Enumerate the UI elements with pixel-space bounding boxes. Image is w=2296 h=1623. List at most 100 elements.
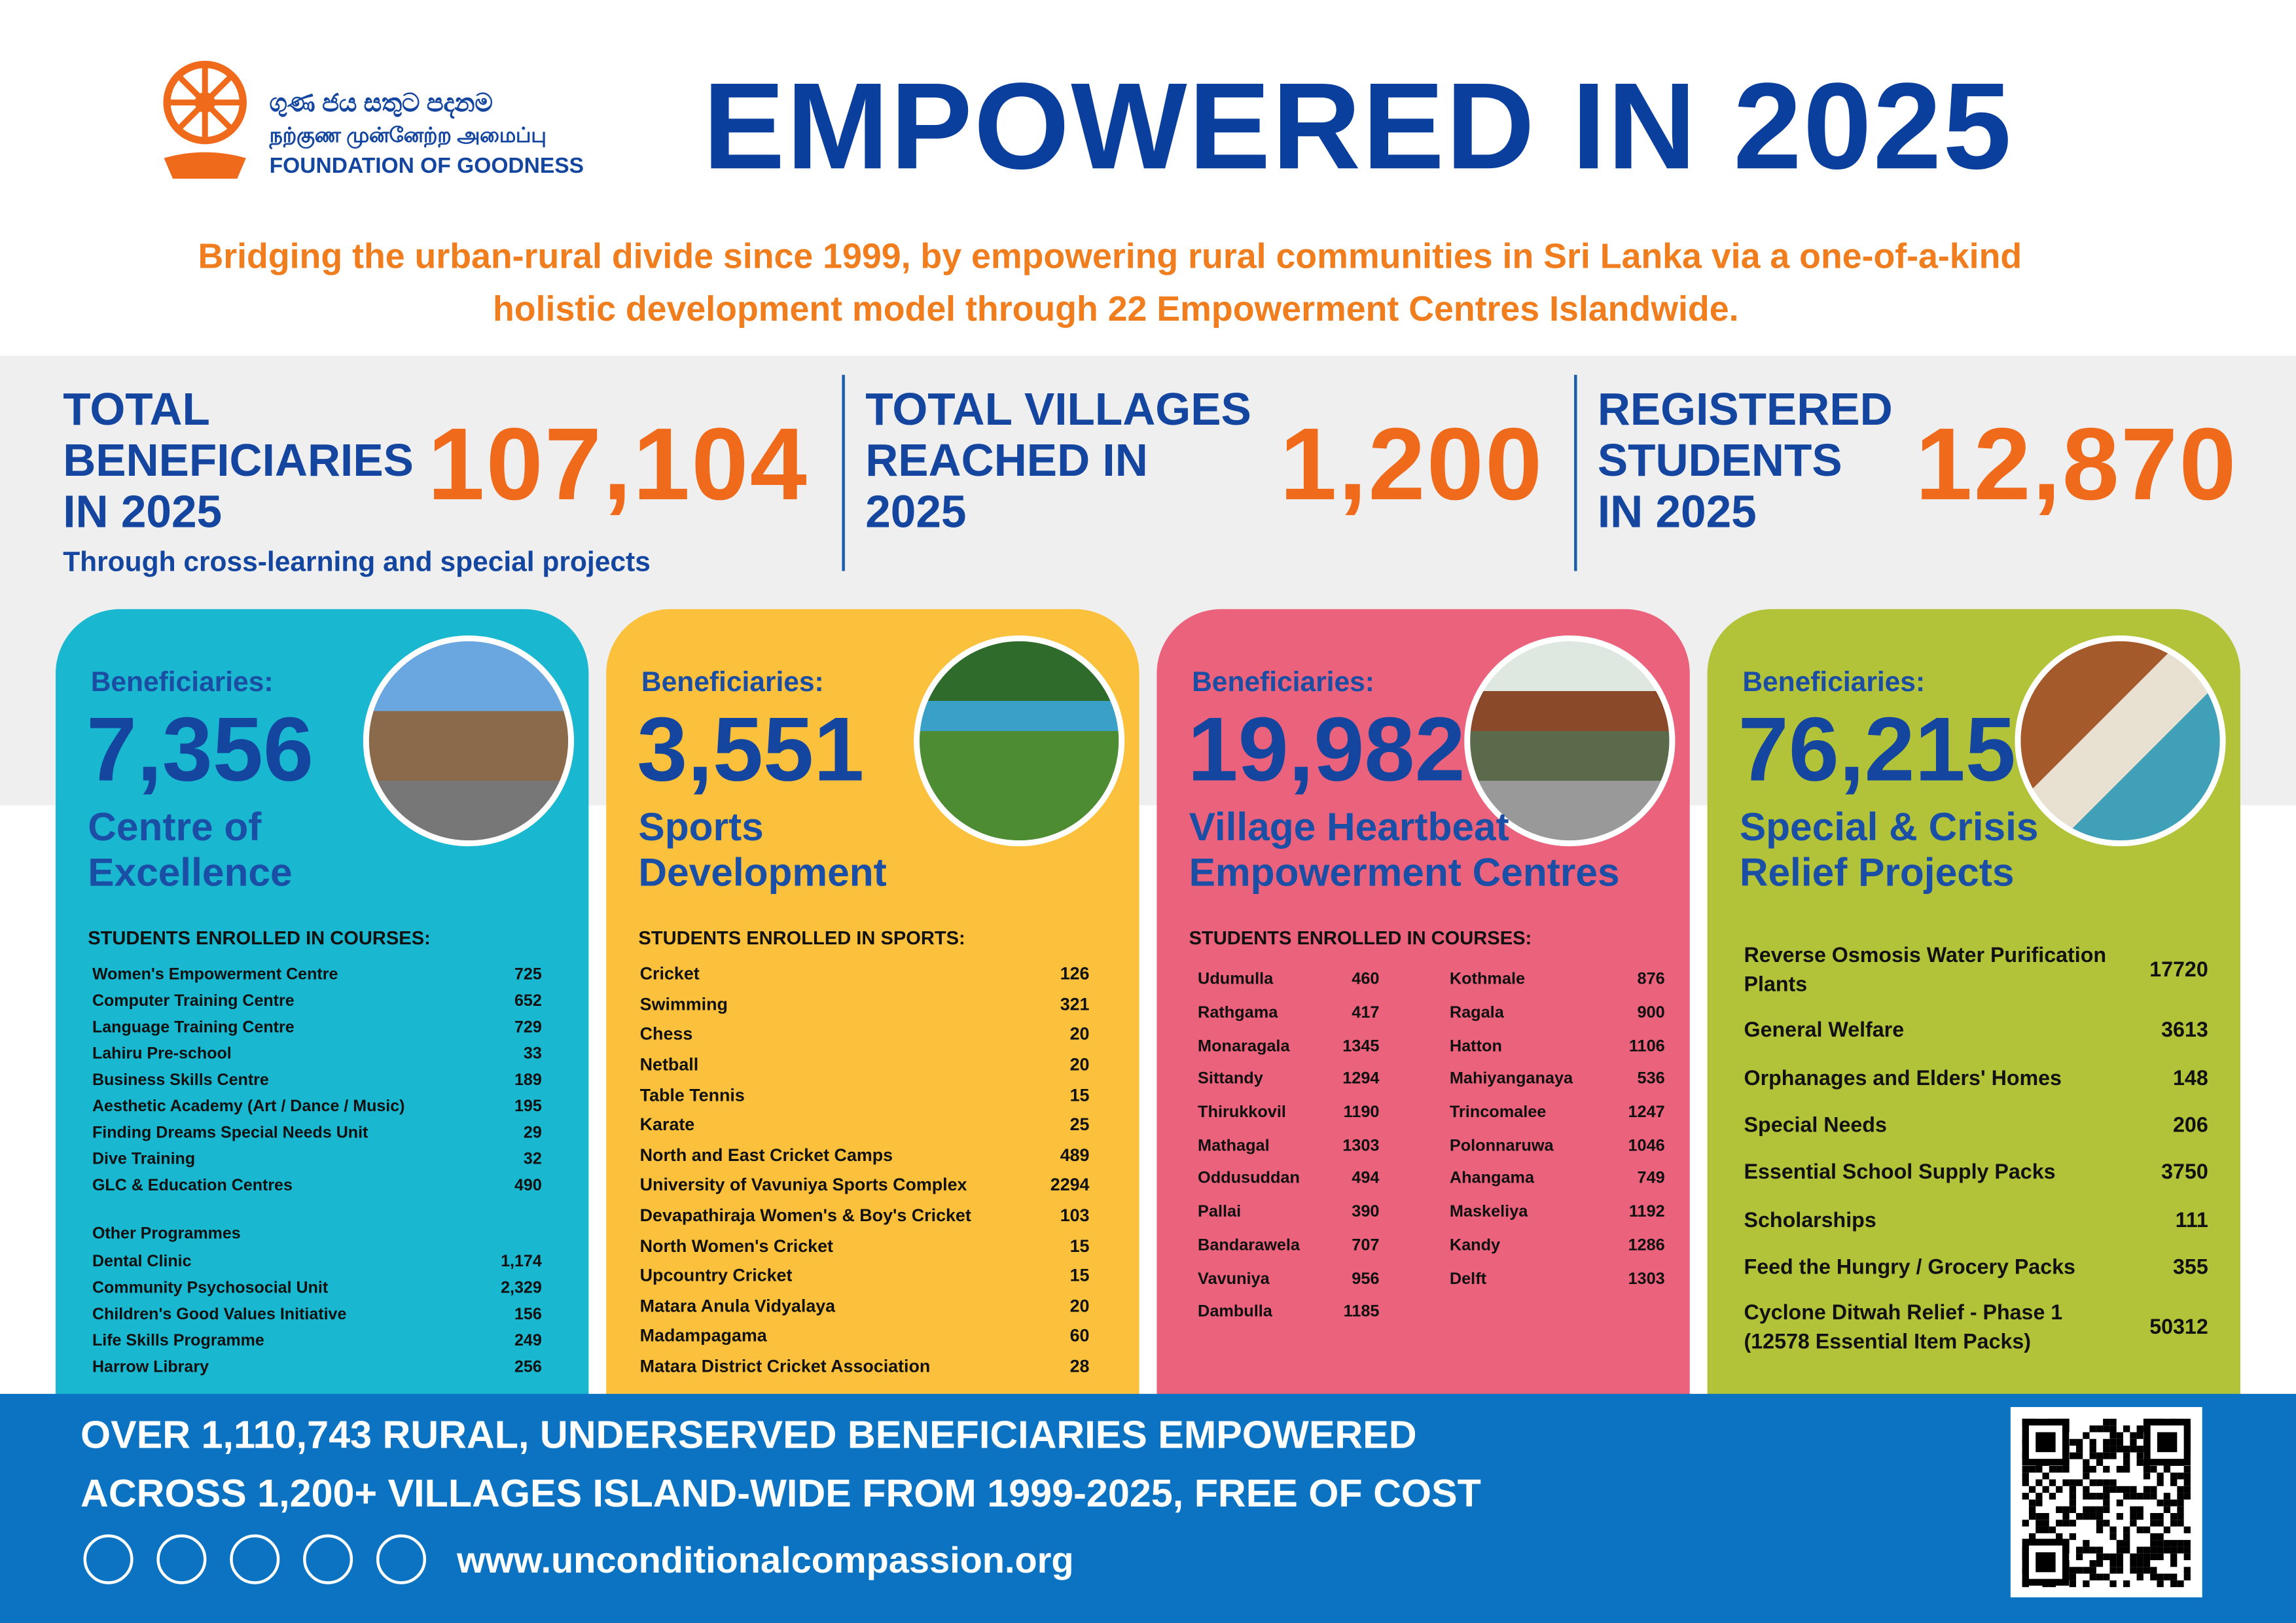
qr-module xyxy=(2170,1546,2178,1554)
list-row: Finding Dreams Special Needs Unit 29 xyxy=(92,1120,542,1146)
item-name: Maskeliya xyxy=(1449,1204,1528,1222)
qr-module xyxy=(2096,1425,2104,1433)
qr-module xyxy=(2136,1567,2144,1574)
list-row: Devapathiraja Women's & Boy's Cricket 103 xyxy=(640,1200,1090,1230)
item-name: Matara Anula Vidyalaya xyxy=(639,1295,836,1316)
list-row: Essential School Supply Packs 3750 xyxy=(1744,1150,2208,1197)
card-name: Empowerment Centres xyxy=(1189,850,1620,895)
item-value: 707 xyxy=(1352,1237,1380,1255)
item-name: Udumulla xyxy=(1198,971,1274,989)
qr-module xyxy=(2089,1425,2096,1433)
qr-module xyxy=(2130,1512,2137,1520)
list-row: Language Training Centre 729 xyxy=(92,1014,542,1041)
social-icon[interactable] xyxy=(83,1534,134,1584)
item-name: North Women's Cricket xyxy=(639,1235,833,1256)
qr-module xyxy=(2109,1553,2117,1561)
footer-line: ACROSS 1,200+ VILLAGES ISLAND-WIDE FROM … xyxy=(81,1471,1481,1516)
qr-module xyxy=(2157,1553,2164,1561)
qr-module xyxy=(2109,1533,2117,1541)
qr-module xyxy=(2089,1506,2096,1513)
social-icon[interactable] xyxy=(230,1534,280,1584)
item-value: 156 xyxy=(514,1306,542,1324)
qr-module xyxy=(2056,1506,2063,1513)
item-value: 206 xyxy=(2173,1114,2208,1138)
social-icon[interactable] xyxy=(156,1534,207,1584)
qr-module xyxy=(2062,1506,2070,1513)
item-value: 1,174 xyxy=(501,1253,542,1271)
item-name: Mathagal xyxy=(1198,1137,1270,1155)
item-name: Lahiru Pre-school xyxy=(92,1045,232,1063)
qr-module xyxy=(2062,1512,2070,1520)
qr-module xyxy=(2036,1493,2043,1500)
qr-module xyxy=(2170,1560,2178,1567)
qr-module xyxy=(2036,1465,2043,1473)
qr-module xyxy=(2157,1512,2164,1520)
item-name: Scholarships xyxy=(1744,1209,1876,1233)
item-value: 1192 xyxy=(1628,1204,1665,1222)
qr-module xyxy=(2069,1506,2076,1513)
qr-module xyxy=(2136,1452,2144,1459)
list-row: Harrow Library 256 xyxy=(92,1354,542,1380)
qr-module xyxy=(2157,1499,2164,1507)
item-value: 460 xyxy=(1352,971,1380,989)
qr-module xyxy=(2103,1418,2110,1426)
qr-module xyxy=(2036,1512,2043,1520)
qr-module xyxy=(2123,1580,2130,1588)
item-name: Rathgama xyxy=(1198,1004,1278,1022)
qr-module xyxy=(2123,1452,2130,1459)
card-photo xyxy=(914,635,1125,847)
list: Kothmale 876 Ragala 900 Hatton 1106 Mahiyangan… xyxy=(1450,963,1665,1296)
qr-module xyxy=(2157,1540,2164,1547)
qr-module xyxy=(2130,1560,2137,1567)
beneficiaries-value: 76,215 xyxy=(1738,700,2016,801)
beneficiaries-label: Beneficiaries: xyxy=(641,668,824,699)
qr-module xyxy=(2143,1526,2151,1533)
qr-module xyxy=(2150,1512,2157,1520)
item-value: 32 xyxy=(523,1150,542,1169)
qr-module xyxy=(2177,1520,2184,1527)
qr-module xyxy=(2183,1493,2191,1500)
social-icon[interactable] xyxy=(376,1534,427,1584)
qr-module xyxy=(2042,1486,2049,1493)
qr-module xyxy=(2130,1506,2137,1513)
qr-module xyxy=(2150,1546,2157,1554)
qr-module xyxy=(2157,1573,2164,1580)
qr-module xyxy=(2123,1459,2130,1466)
item-value: 956 xyxy=(1352,1270,1380,1288)
qr-module xyxy=(2022,1472,2029,1480)
qr-module xyxy=(2049,1479,2056,1486)
item-name: Women's Empowerment Centre xyxy=(92,966,338,984)
qr-module xyxy=(2130,1486,2137,1493)
qr-module xyxy=(2103,1486,2110,1493)
qr-module xyxy=(2028,1506,2036,1513)
qr-module xyxy=(2170,1512,2178,1520)
item-name: Pallai xyxy=(1198,1204,1242,1222)
item-name: Devapathiraja Women's & Boy's Cricket xyxy=(639,1205,971,1226)
item-value: 1190 xyxy=(1343,1104,1380,1122)
list: Udumulla 460 Rathgama 417 Monaragala 1345 Sitt… xyxy=(1198,963,1379,1329)
social-icon[interactable] xyxy=(303,1534,353,1584)
logo-tamil: நற்குண முன்னேற்ற அமைப்பு xyxy=(269,122,547,147)
qr-module xyxy=(2109,1560,2117,1567)
footer xyxy=(0,1393,2296,1623)
website[interactable]: www.unconditionalcompassion.org xyxy=(457,1540,1074,1582)
item-value: 1303 xyxy=(1628,1270,1665,1288)
qr-module xyxy=(2103,1452,2110,1459)
qr-module xyxy=(2136,1446,2144,1453)
list-row: Community Psychosocial Unit 2,329 xyxy=(92,1275,542,1302)
item-name: Karate xyxy=(639,1115,695,1135)
qr-module xyxy=(2028,1499,2036,1507)
item-name: Matara District Cricket Association xyxy=(639,1355,931,1377)
qr-module xyxy=(2183,1573,2191,1580)
item-name: Thirukkovil xyxy=(1198,1104,1286,1122)
item-value: 195 xyxy=(514,1097,542,1116)
item-name: Polonnaruwa xyxy=(1449,1137,1554,1155)
qr-module xyxy=(2069,1499,2076,1507)
item-name: General Welfare xyxy=(1744,1019,1905,1043)
item-name: University of Vavuniya Sports Complex xyxy=(639,1175,967,1196)
qr-module xyxy=(2136,1493,2144,1500)
qr-module xyxy=(2183,1526,2191,1533)
item-value: 17720 xyxy=(2149,959,2208,983)
list-row: North Women's Cricket 15 xyxy=(640,1230,1090,1260)
item-value: 1294 xyxy=(1342,1071,1380,1089)
